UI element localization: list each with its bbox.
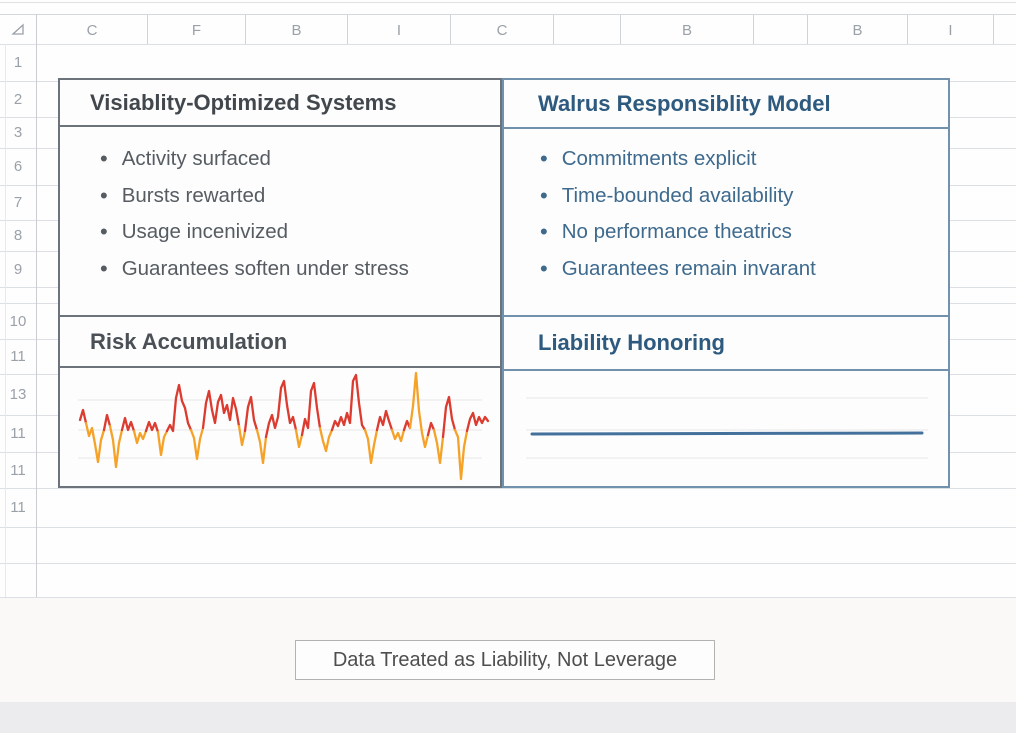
top-hairline <box>0 2 1016 3</box>
row-header[interactable]: 11 <box>0 415 36 452</box>
bullet-icon: • <box>100 182 108 208</box>
row-header-label: 6 <box>13 158 23 175</box>
bullet-item: • No performance theatrics <box>540 214 938 251</box>
column-header-label: C <box>86 21 98 39</box>
right-section-title: Liability Honoring <box>504 315 948 371</box>
column-header-f[interactable]: F <box>147 15 245 45</box>
column-header-b[interactable]: B <box>807 15 907 45</box>
row-header-label: 11 <box>10 461 26 479</box>
row-header[interactable]: 10 <box>0 303 36 339</box>
bullet-item: • Activity surfaced <box>100 141 490 178</box>
liability-honoring-chart <box>504 368 946 487</box>
gridline <box>0 44 1016 45</box>
bottom-band <box>0 702 1016 733</box>
column-header[interactable] <box>993 15 1016 45</box>
row-header-label: 8 <box>13 227 23 244</box>
liability-honoring-svg <box>526 397 928 459</box>
row-header-label: 7 <box>13 194 23 211</box>
caption-label: Data Treated as Liability, Not Leverage <box>332 648 678 671</box>
bullet-item: • Bursts rewarted <box>100 178 490 215</box>
row-header-label: 9 <box>13 260 23 278</box>
bullet-icon: • <box>540 255 548 281</box>
column-header-label: C <box>496 21 508 39</box>
row-header-label: 1 <box>13 54 23 71</box>
bullet-item: • Time-bounded availability <box>540 178 938 215</box>
row-header-label: 10 <box>9 312 27 330</box>
bullet-icon: • <box>540 219 548 245</box>
bullet-label: No performance theatrics <box>561 220 792 244</box>
column-header-label: B <box>852 21 863 39</box>
bullet-label: Bursts rewarted <box>121 183 266 207</box>
bullet-label: Time-bounded availability <box>561 183 794 207</box>
gridline <box>0 597 1016 598</box>
row-header[interactable]: 11 <box>0 488 36 527</box>
row-header[interactable]: 11 <box>0 452 36 488</box>
bullet-icon: • <box>540 146 548 172</box>
column-header-i[interactable]: I <box>907 15 993 45</box>
gridline <box>0 488 1016 489</box>
column-header-label: B <box>291 21 302 39</box>
row-header-label: 11 <box>10 425 26 442</box>
right-panel: Walrus Responsiblity Model • Commitments … <box>502 78 950 488</box>
bullet-label: Guarantees remain invarant <box>561 256 816 280</box>
bullet-item: • Commitments explicit <box>540 141 938 178</box>
row-header[interactable]: 3 <box>0 117 36 148</box>
left-panel-title: Visiablity-Optimized Systems <box>60 80 500 127</box>
column-header-c[interactable]: C <box>36 15 147 45</box>
bullet-icon: • <box>100 255 108 281</box>
column-header-i[interactable]: I <box>347 15 450 45</box>
bullet-icon: • <box>540 182 548 208</box>
column-header-label: I <box>948 21 953 39</box>
column-header[interactable] <box>553 15 620 45</box>
row-header-label: 3 <box>13 124 23 141</box>
row-header[interactable]: 2 <box>0 81 36 117</box>
gridline <box>0 563 1016 564</box>
right-panel-title: Walrus Responsiblity Model <box>504 80 948 129</box>
caption-box: Data Treated as Liability, Not Leverage <box>295 640 715 680</box>
bullet-item: • Guarantees remain invarant <box>540 251 938 288</box>
bullet-label: Commitments explicit <box>561 147 757 171</box>
row-header[interactable]: 6 <box>0 148 36 185</box>
column-header-label: F <box>191 21 202 39</box>
gridline-vertical <box>5 44 6 597</box>
column-header-label: B <box>681 21 692 39</box>
row-header-label: 11 <box>10 499 26 516</box>
row-header[interactable]: 11 <box>0 339 36 374</box>
row-header[interactable]: 9 <box>0 251 36 287</box>
column-header-b[interactable]: B <box>245 15 347 45</box>
row-header-label: 13 <box>9 386 27 403</box>
left-bullet-list: • Activity surfaced • Bursts rewarted • Usage… <box>60 129 500 287</box>
bullet-item: • Guarantees soften under stress <box>100 251 490 288</box>
left-section-title: Risk Accumulation <box>60 315 500 368</box>
row-header[interactable]: 13 <box>0 374 36 415</box>
column-header-c[interactable]: C <box>450 15 553 45</box>
bullet-item: • Usage incenivized <box>100 214 490 251</box>
bullet-icon: • <box>100 219 108 245</box>
bullet-label: Guarantees soften under stress <box>121 256 409 280</box>
row-header-divider <box>36 14 37 597</box>
bullet-label: Usage incenivized <box>121 220 289 244</box>
column-header-b[interactable]: B <box>620 15 753 45</box>
row-header[interactable]: 8 <box>0 220 36 251</box>
right-bullet-list: • Commitments explicit • Time-bounded avail… <box>504 131 948 287</box>
bullet-label: Activity surfaced <box>121 147 271 171</box>
left-panel: Visiablity-Optimized Systems • Activity s… <box>58 78 502 488</box>
select-all-icon <box>11 23 24 35</box>
column-header-label: I <box>396 21 402 39</box>
select-all-cell[interactable] <box>0 14 36 44</box>
row-header[interactable]: 7 <box>0 185 36 220</box>
bullet-icon: • <box>100 146 108 172</box>
risk-accumulation-svg <box>78 371 490 481</box>
row-header[interactable]: 1 <box>0 44 36 81</box>
row-header-label: 11 <box>10 348 26 365</box>
column-header[interactable] <box>753 15 807 45</box>
row-header-label: 2 <box>13 90 23 108</box>
gridline <box>0 527 1016 528</box>
risk-accumulation-chart <box>70 368 490 487</box>
